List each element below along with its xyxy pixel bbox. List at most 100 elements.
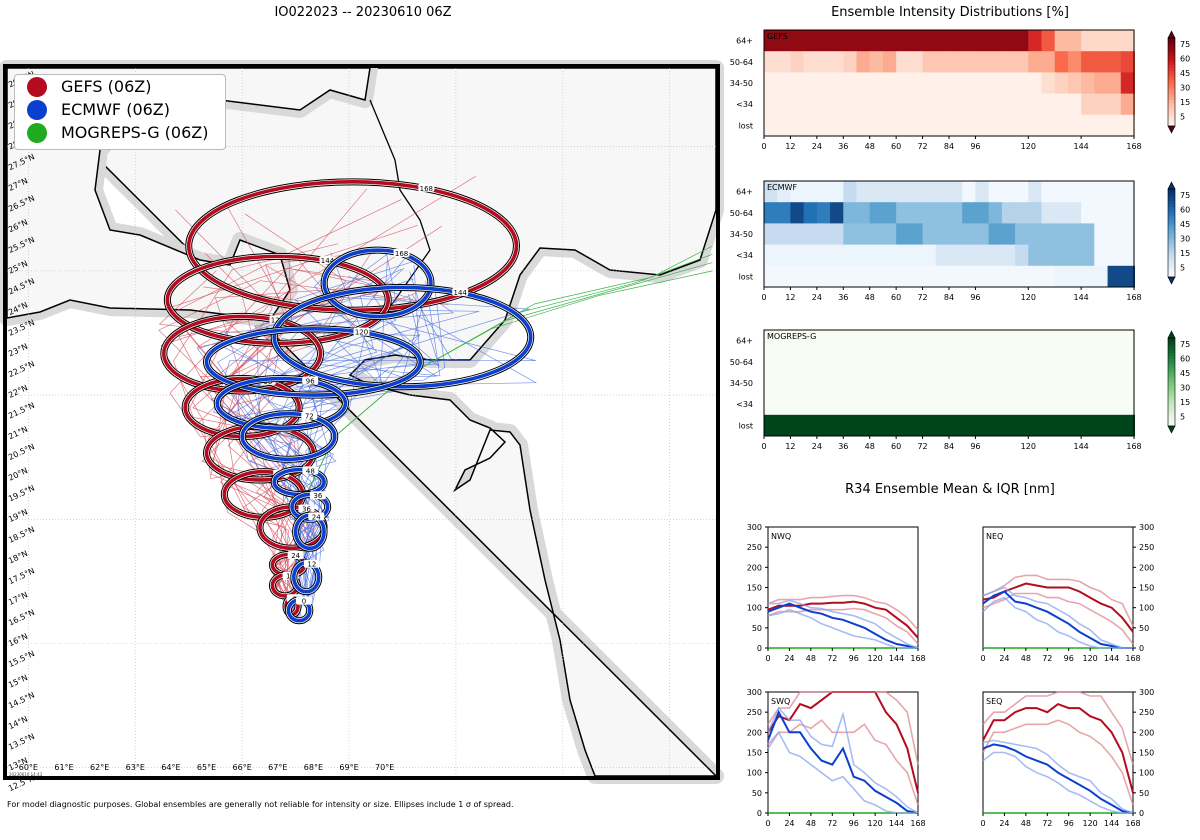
ellipse-label: 72 bbox=[305, 412, 314, 420]
heat-cell bbox=[962, 30, 976, 52]
heat-cell bbox=[1094, 93, 1109, 116]
heat-cell bbox=[975, 72, 990, 95]
heat-cell bbox=[803, 93, 818, 116]
heat-cell bbox=[1081, 114, 1095, 137]
x-tick-label: 96 bbox=[849, 819, 859, 828]
heat-cell bbox=[843, 181, 857, 203]
heat-cell bbox=[988, 30, 1003, 52]
colorbar-step bbox=[1168, 253, 1175, 257]
heat-cell bbox=[922, 244, 937, 267]
heat-cell bbox=[830, 114, 844, 137]
ellipse-label: 96 bbox=[306, 378, 315, 386]
heat-cell bbox=[803, 114, 818, 137]
map-title: IO022023 -- 20230610 06Z bbox=[274, 5, 452, 20]
heat-cell bbox=[803, 30, 818, 52]
heat-cell bbox=[922, 265, 937, 288]
ellipse-label-bg bbox=[353, 327, 370, 336]
r34-line bbox=[982, 590, 1133, 649]
colorbar-step bbox=[1168, 73, 1175, 77]
heat-cell bbox=[830, 93, 844, 116]
y-tick-label: 0 bbox=[757, 809, 762, 818]
heat-cell bbox=[975, 181, 990, 203]
lon-tick-label: 61°E bbox=[54, 763, 73, 772]
heat-cell bbox=[764, 30, 778, 52]
heat-cell bbox=[935, 223, 950, 246]
colorbar-step bbox=[1168, 405, 1175, 409]
footer-note: For model diagnostic purposes. Global en… bbox=[7, 800, 514, 809]
x-tick-label: 48 bbox=[1021, 654, 1031, 663]
heat-cell bbox=[1015, 30, 1029, 52]
heat-cell bbox=[869, 114, 884, 137]
colorbar-tick-label: 5 bbox=[1180, 113, 1185, 122]
colorbar-step bbox=[1168, 259, 1175, 263]
x-tick-label: 96 bbox=[849, 654, 859, 663]
y-tick-label: 300 bbox=[1139, 688, 1154, 697]
colorbar-tick-label: 75 bbox=[1180, 340, 1190, 349]
colorbar-step bbox=[1168, 64, 1175, 68]
heat-cell bbox=[843, 93, 857, 116]
lon-tick-label: 62°E bbox=[90, 763, 109, 772]
row-label: 34-50 bbox=[730, 230, 753, 239]
x-tick-label: 96 bbox=[970, 293, 980, 302]
colorbar-step bbox=[1168, 102, 1175, 106]
heat-cell bbox=[935, 30, 950, 52]
heat-cell bbox=[949, 202, 963, 224]
heat-cell bbox=[896, 30, 910, 52]
colorbar-tick-label: 60 bbox=[1180, 206, 1190, 215]
r34-panel-swq: SWQ 0 50 100 150 200 250 300 0 24 48 72 96 120 144 168 bbox=[747, 688, 926, 828]
colorbar-step bbox=[1168, 390, 1175, 395]
heat-cell bbox=[1041, 114, 1056, 137]
heat-cell bbox=[1001, 93, 1016, 116]
heat-cell bbox=[909, 265, 924, 288]
heat-cell bbox=[816, 114, 831, 137]
heat-cell bbox=[843, 244, 857, 267]
y-tick-label: 0 bbox=[757, 644, 762, 653]
colorbar-step bbox=[1168, 367, 1175, 371]
row-label: 34-50 bbox=[730, 379, 753, 388]
r34-line bbox=[982, 691, 1134, 765]
ellipse-label-bg bbox=[418, 183, 435, 192]
colorbar-tick-label: 45 bbox=[1180, 220, 1190, 229]
heat-cell bbox=[949, 72, 963, 95]
heat-cell bbox=[816, 202, 831, 224]
colorbar-step bbox=[1168, 423, 1175, 427]
x-tick-label: 96 bbox=[1064, 654, 1074, 663]
r34-line bbox=[982, 751, 1133, 814]
x-tick-label: 24 bbox=[999, 654, 1009, 663]
colorbar-step bbox=[1168, 411, 1175, 415]
ellipse-label: 144 bbox=[454, 289, 468, 297]
heat-cell bbox=[909, 244, 924, 267]
heat-cell bbox=[1107, 72, 1122, 95]
x-tick-label: 84 bbox=[944, 293, 954, 302]
heat-cell bbox=[1001, 72, 1016, 95]
y-tick-label: 100 bbox=[1139, 769, 1154, 778]
heat-cell bbox=[1094, 30, 1109, 52]
heat-cell bbox=[935, 72, 950, 95]
heat-cell bbox=[896, 51, 910, 73]
heat-cell bbox=[1001, 114, 1016, 137]
heat-cell bbox=[1015, 93, 1029, 116]
row-label: lost bbox=[739, 421, 753, 430]
heat-cell bbox=[803, 72, 818, 95]
heat-cell bbox=[1120, 72, 1135, 95]
colorbar-tick-label: 45 bbox=[1180, 69, 1190, 78]
heat-cell bbox=[764, 372, 1135, 395]
heat-cell bbox=[1120, 51, 1135, 73]
colorbar-step bbox=[1168, 247, 1175, 252]
heat-cell bbox=[988, 265, 1003, 288]
heat-cell bbox=[1081, 30, 1095, 52]
heat-cell bbox=[790, 114, 805, 137]
colorbar-step bbox=[1168, 376, 1175, 380]
map-frame bbox=[3, 64, 720, 780]
colorbar-step bbox=[1168, 111, 1175, 115]
heat-cell bbox=[922, 30, 937, 52]
colorbar-tick-label: 5 bbox=[1180, 413, 1185, 422]
heat-cell bbox=[975, 244, 990, 267]
r34-line bbox=[768, 599, 919, 649]
heat-cell bbox=[764, 93, 778, 116]
heat-cell bbox=[882, 223, 897, 246]
heat-cell bbox=[988, 93, 1003, 116]
heat-cell bbox=[830, 72, 844, 95]
heat-cell bbox=[1081, 181, 1095, 203]
